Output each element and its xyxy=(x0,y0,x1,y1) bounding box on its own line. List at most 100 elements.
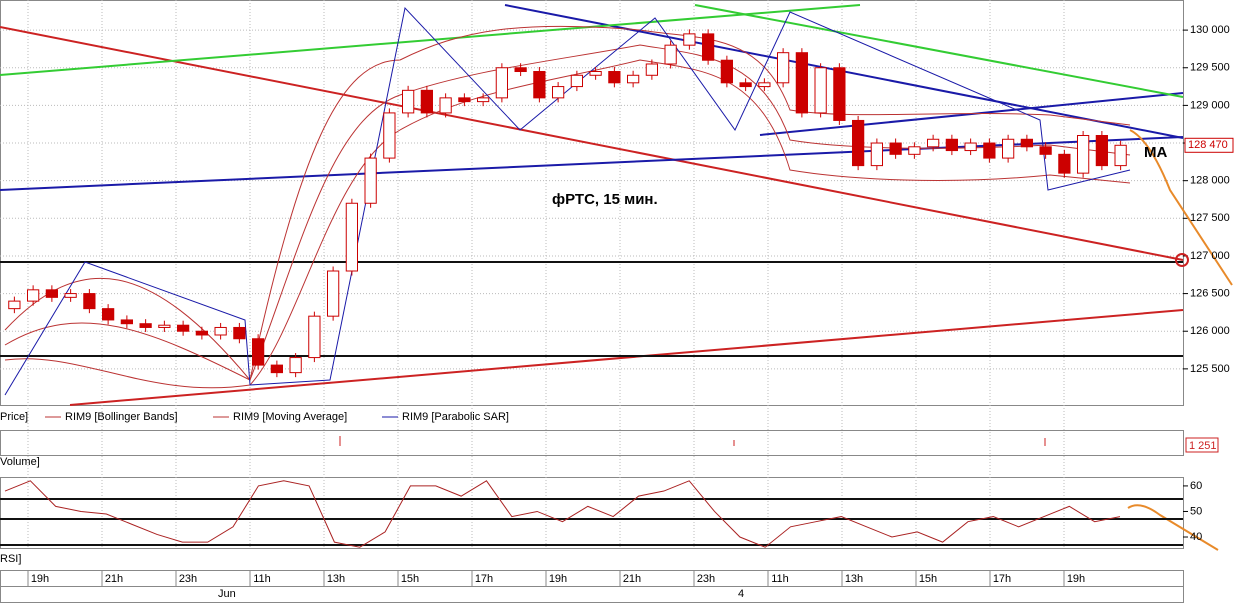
candle-body xyxy=(83,293,96,310)
volume-bars xyxy=(339,436,1046,446)
candle-body xyxy=(1002,138,1015,159)
y-tick-label: 130 000 xyxy=(1190,24,1230,36)
candle-body xyxy=(852,119,865,167)
candle-body xyxy=(589,71,602,76)
candle-body xyxy=(308,315,321,359)
candle-body xyxy=(458,97,471,103)
candle-body xyxy=(1095,135,1108,167)
volume-last: 1 251 xyxy=(1189,440,1217,452)
date-label: 4 xyxy=(738,588,744,600)
volume-box xyxy=(1185,437,1219,453)
indicator-lines xyxy=(4,6,1131,396)
candle-body xyxy=(177,324,190,332)
candle-body xyxy=(8,300,21,310)
candle-body xyxy=(1077,135,1090,174)
time-label: 15h xyxy=(401,573,419,585)
candle-body xyxy=(758,82,771,88)
y-tick-label: 126 000 xyxy=(1190,325,1230,337)
candle-body xyxy=(1114,144,1127,167)
candle-body xyxy=(1058,153,1071,174)
candle-body xyxy=(814,67,827,114)
candle-body xyxy=(720,59,733,84)
candle-body xyxy=(45,289,58,298)
candle-body xyxy=(27,289,40,302)
time-label: 11h xyxy=(253,573,271,585)
time-label: 21h xyxy=(105,573,123,585)
trend-lines xyxy=(0,4,1233,551)
time-axis: 19h 21h 23h 11h 13h 15h 17h 19h 21h 23h 11h 13h 15h 1… xyxy=(27,571,1085,600)
candle-body xyxy=(1039,146,1052,155)
legend-label: Price] xyxy=(0,411,28,423)
candle-body xyxy=(64,293,77,298)
candle-body xyxy=(777,52,790,84)
time-label: 11h xyxy=(771,573,789,585)
candle-body xyxy=(683,33,696,46)
candle-body xyxy=(533,71,546,99)
y-tick-label: 126 500 xyxy=(1190,287,1230,299)
y-tick-label: 127 500 xyxy=(1190,212,1230,224)
candle-body xyxy=(608,71,621,84)
y-tick-label: 128 000 xyxy=(1190,175,1230,187)
candle-body xyxy=(795,52,808,114)
volume-label: Volume] xyxy=(0,456,40,468)
date-label: Jun xyxy=(218,588,236,600)
legend-label: RIM9 [Bollinger Bands] xyxy=(65,411,178,423)
rsi-tick-label: 60 xyxy=(1190,480,1202,492)
time-label: 19h xyxy=(549,573,567,585)
candles xyxy=(8,29,1127,378)
candle-body xyxy=(889,142,902,155)
time-label: 19h xyxy=(31,573,49,585)
candle-body xyxy=(233,326,246,340)
candle-body xyxy=(364,157,377,204)
candle-body xyxy=(833,67,846,121)
candle-body xyxy=(158,324,171,328)
candle-body xyxy=(514,67,527,73)
time-label: 19h xyxy=(1067,573,1085,585)
legend-label: RIM9 [Moving Average] xyxy=(233,411,347,423)
indicator-note: MA xyxy=(1144,144,1167,161)
y-tick-label: 129 000 xyxy=(1190,99,1230,111)
candle-body xyxy=(270,364,283,374)
time-label: 13h xyxy=(327,573,345,585)
last-price-box xyxy=(1184,137,1234,153)
candle-body xyxy=(627,74,640,84)
candle-body xyxy=(327,270,340,317)
candle-body xyxy=(420,89,433,114)
candle-body xyxy=(495,67,508,99)
time-label: 23h xyxy=(179,573,197,585)
candle-body xyxy=(102,308,115,321)
candle-body xyxy=(439,97,452,114)
time-label: 17h xyxy=(993,573,1011,585)
candle-body xyxy=(289,357,302,374)
rsi-tick-label: 40 xyxy=(1190,531,1202,543)
time-label: 23h xyxy=(697,573,715,585)
candle-body xyxy=(702,33,715,61)
time-label: 15h xyxy=(919,573,937,585)
candle-body xyxy=(664,44,677,65)
candle-body xyxy=(927,138,940,148)
candle-body xyxy=(964,142,977,152)
legend: Price] RIM9 [Bollinger Bands] RIM9 [Moving… xyxy=(0,411,509,423)
candle-body xyxy=(552,86,565,99)
y-tick-label: 125 500 xyxy=(1190,363,1230,375)
candle-body xyxy=(402,89,415,114)
time-label: 13h xyxy=(845,573,863,585)
time-label: 21h xyxy=(623,573,641,585)
candle-body xyxy=(1020,138,1033,148)
rsi-line xyxy=(4,480,1121,548)
candle-body xyxy=(139,323,152,328)
panel-borders xyxy=(0,0,1184,603)
candle-body xyxy=(983,142,996,159)
annotation: фРТС, 15 мин. xyxy=(552,191,658,208)
candle-body xyxy=(739,82,752,88)
rsi-label: RSI] xyxy=(0,553,21,565)
candle-body xyxy=(383,112,396,159)
y-tick-label: 127 000 xyxy=(1190,250,1230,262)
legend-label: RIM9 [Parabolic SAR] xyxy=(402,411,509,423)
rsi-panel: 40 50 60 xyxy=(4,480,1202,548)
candle-body xyxy=(252,338,265,366)
candle-body xyxy=(570,74,583,88)
candle-body xyxy=(870,142,883,167)
candle-body xyxy=(195,330,208,336)
